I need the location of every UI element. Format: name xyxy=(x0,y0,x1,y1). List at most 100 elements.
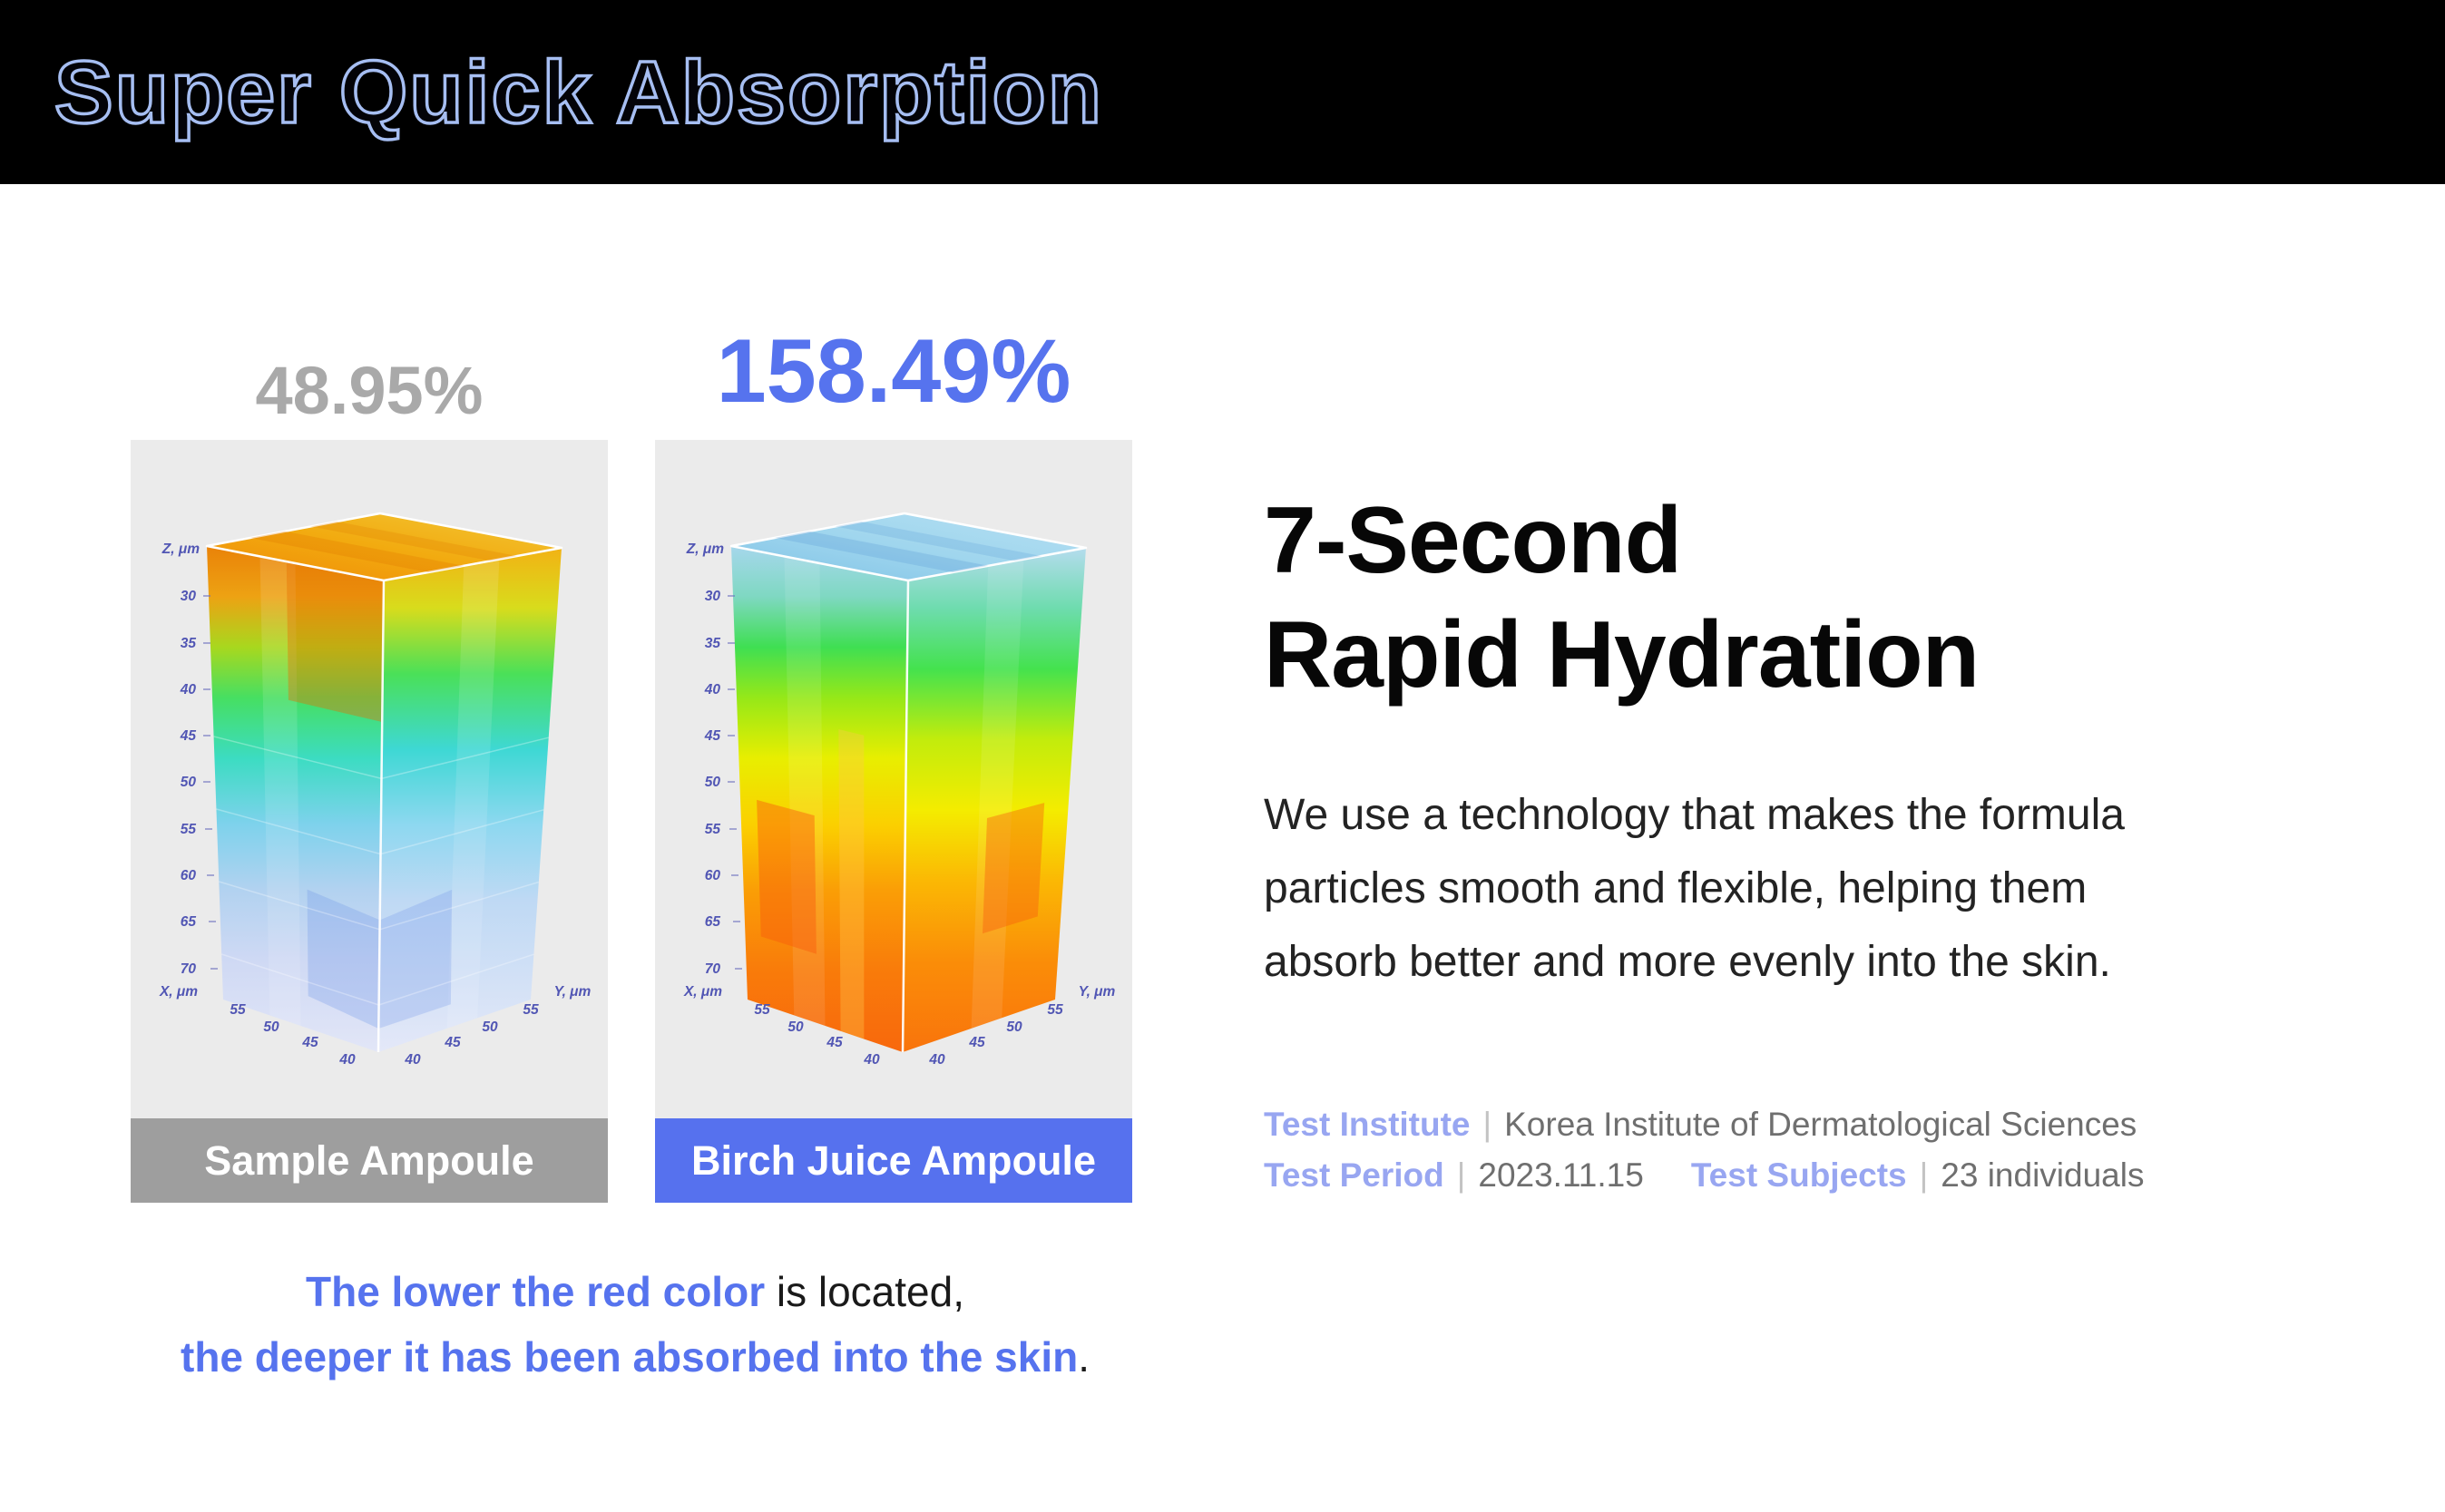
z-axis-label: Z, μm xyxy=(161,541,200,557)
heatmap-sample: Z, μm 30 35 40 45 50 55 60 65 70 X, μm 5… xyxy=(131,440,608,1118)
y-tick: 40 xyxy=(928,1052,945,1068)
blue-accent xyxy=(378,889,453,1029)
caption-rest-2: . xyxy=(1078,1333,1090,1380)
y-tick: 45 xyxy=(968,1035,985,1050)
test-institute-value: Korea Institute of Dermatological Scienc… xyxy=(1504,1106,2137,1143)
z-tick: 30 xyxy=(181,589,197,604)
top-stripe xyxy=(835,522,1042,561)
sample-ampoule-label-bar: Sample Ampoule xyxy=(131,1118,608,1203)
z-tick: 35 xyxy=(181,636,197,651)
y-tick: 50 xyxy=(1006,1019,1022,1035)
face-stripe xyxy=(446,559,500,1029)
detail-heading: 7-Second Rapid Hydration xyxy=(1264,483,1980,712)
heatmap-sample-svg: Z, μm 30 35 40 45 50 55 60 65 70 X, μm 5… xyxy=(159,512,592,1068)
z-tick: 50 xyxy=(705,775,721,790)
box-right-face xyxy=(903,548,1086,1052)
caption-highlight-1: The lower the red color xyxy=(306,1268,766,1315)
z-tick-marks xyxy=(728,595,742,970)
z-tick: 30 xyxy=(705,589,721,604)
layer-lines xyxy=(213,736,549,1006)
z-tick: 70 xyxy=(181,961,197,977)
test-subjects-value: 23 individuals xyxy=(1941,1156,2145,1194)
x-tick: 45 xyxy=(301,1035,318,1050)
box-front-edge xyxy=(377,580,386,1053)
z-tick-marks xyxy=(203,595,218,970)
y-tick: 45 xyxy=(444,1035,461,1050)
detail-body: We use a technology that makes the formu… xyxy=(1264,778,2371,999)
heatmap-panel-sample: Z, μm 30 35 40 45 50 55 60 65 70 X, μm 5… xyxy=(131,440,608,1203)
box-top-face xyxy=(729,512,1088,582)
z-tick: 35 xyxy=(705,636,721,651)
z-tick: 60 xyxy=(181,868,197,883)
top-stripe xyxy=(310,522,517,561)
red-accent xyxy=(983,803,1045,934)
top-stripe xyxy=(249,531,465,572)
z-tick: 50 xyxy=(181,775,197,790)
z-tick: 70 xyxy=(705,961,721,977)
z-tick: 65 xyxy=(705,914,721,930)
detail-body-line3: absorb better and more evenly into the s… xyxy=(1264,938,2111,986)
test-period-label: Test Period xyxy=(1264,1156,1444,1194)
x-tick: 40 xyxy=(338,1052,356,1068)
absorption-value-sample: 48.95% xyxy=(255,353,484,428)
face-stripe xyxy=(784,556,826,1026)
y-tick: 50 xyxy=(482,1019,498,1035)
separator: | xyxy=(1456,1156,1466,1194)
separator: | xyxy=(1482,1106,1492,1143)
test-subjects-label: Test Subjects xyxy=(1690,1156,1907,1194)
light-slot-accent xyxy=(838,729,865,1039)
x-tick: 50 xyxy=(263,1019,279,1035)
test-institute-label: Test Institute xyxy=(1264,1106,1471,1143)
box-left-face xyxy=(207,546,384,1052)
caption-rest-1: is located, xyxy=(765,1268,964,1315)
heatmap-birch: Z, μm 30 35 40 45 50 55 60 65 70 X, μm 5… xyxy=(655,440,1132,1118)
z-tick: 60 xyxy=(705,868,721,883)
comparison-caption: The lower the red color is located, the d… xyxy=(73,1259,1198,1390)
y-axis-label: Y, μm xyxy=(1079,984,1116,1000)
absorption-value-birch: 158.49% xyxy=(716,320,1071,421)
red-accent xyxy=(757,799,817,954)
x-tick: 45 xyxy=(826,1035,843,1050)
banner-title: Super Quick Absorption xyxy=(53,41,1103,143)
detail-heading-line2: Rapid Hydration xyxy=(1264,602,1980,707)
y-tick: 55 xyxy=(1047,1002,1063,1018)
top-banner: Super Quick Absorption xyxy=(0,0,2445,184)
x-tick: 50 xyxy=(787,1019,804,1035)
birch-ampoule-label-bar: Birch Juice Ampoule xyxy=(655,1118,1132,1203)
box-top-face xyxy=(205,512,563,582)
x-tick: 40 xyxy=(863,1052,880,1068)
z-tick: 65 xyxy=(181,914,197,930)
z-tick: 45 xyxy=(704,728,721,744)
orange-accent xyxy=(286,561,384,722)
z-tick: 55 xyxy=(705,822,721,837)
y-tick: 40 xyxy=(404,1052,421,1068)
y-axis-label: Y, μm xyxy=(554,984,592,1000)
blue-accent xyxy=(307,889,380,1029)
detail-body-line1: We use a technology that makes the formu… xyxy=(1264,791,2125,839)
box-right-face xyxy=(378,548,562,1052)
heatmap-panel-birch: Z, μm 30 35 40 45 50 55 60 65 70 X, μm 5… xyxy=(655,440,1132,1203)
detail-body-line2: particles smooth and flexible, helping t… xyxy=(1264,864,2088,912)
x-tick: 55 xyxy=(230,1002,246,1018)
caption-highlight-2: the deeper it has been absorbed into the… xyxy=(181,1333,1079,1380)
detail-heading-line1: 7-Second xyxy=(1264,488,1682,593)
z-tick: 55 xyxy=(181,822,197,837)
box-left-face xyxy=(731,546,908,1052)
y-tick: 55 xyxy=(523,1002,539,1018)
face-stripe xyxy=(259,556,301,1026)
box-front-edge xyxy=(901,580,910,1053)
x-axis-label: X, μm xyxy=(683,984,722,1000)
z-tick: 40 xyxy=(704,682,721,697)
separator: | xyxy=(1919,1156,1929,1194)
z-axis-label: Z, μm xyxy=(686,541,724,557)
test-row-institute: Test Institute | Korea Institute of Dermat… xyxy=(1264,1099,2144,1150)
z-tick: 45 xyxy=(180,728,197,744)
face-stripe xyxy=(971,559,1024,1029)
x-axis-label: X, μm xyxy=(159,984,198,1000)
heatmap-birch-svg: Z, μm 30 35 40 45 50 55 60 65 70 X, μm 5… xyxy=(683,512,1116,1068)
test-row-period-subjects: Test Period | 2023.11.15 Test Subjects | 23 i… xyxy=(1264,1150,2144,1201)
top-stripe xyxy=(774,531,989,572)
z-tick: 40 xyxy=(180,682,197,697)
x-tick: 55 xyxy=(754,1002,770,1018)
